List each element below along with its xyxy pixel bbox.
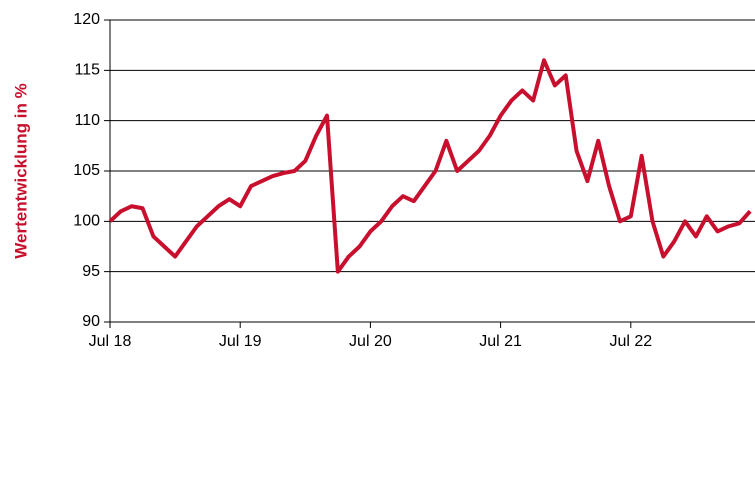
line-series bbox=[108, 58, 752, 274]
x-tick-label: Jul 22 bbox=[609, 333, 652, 350]
x-tick-label: Jul 21 bbox=[479, 333, 522, 350]
y-tick-label: 110 bbox=[74, 112, 100, 129]
x-tick-label: Jul 19 bbox=[219, 333, 262, 350]
y-tick-label: 105 bbox=[73, 162, 100, 179]
y-tick-label: 90 bbox=[82, 313, 100, 330]
y-tick-label: 115 bbox=[74, 62, 100, 79]
x-tick-label: Jul 18 bbox=[89, 333, 132, 350]
y-tick-label: 120 bbox=[73, 11, 100, 28]
y-tick-label: 95 bbox=[82, 263, 100, 280]
y-tick-label: 100 bbox=[73, 213, 100, 230]
y-axis-label: Wertentwicklung in % bbox=[11, 83, 30, 258]
x-tick-label: Jul 20 bbox=[349, 333, 392, 350]
